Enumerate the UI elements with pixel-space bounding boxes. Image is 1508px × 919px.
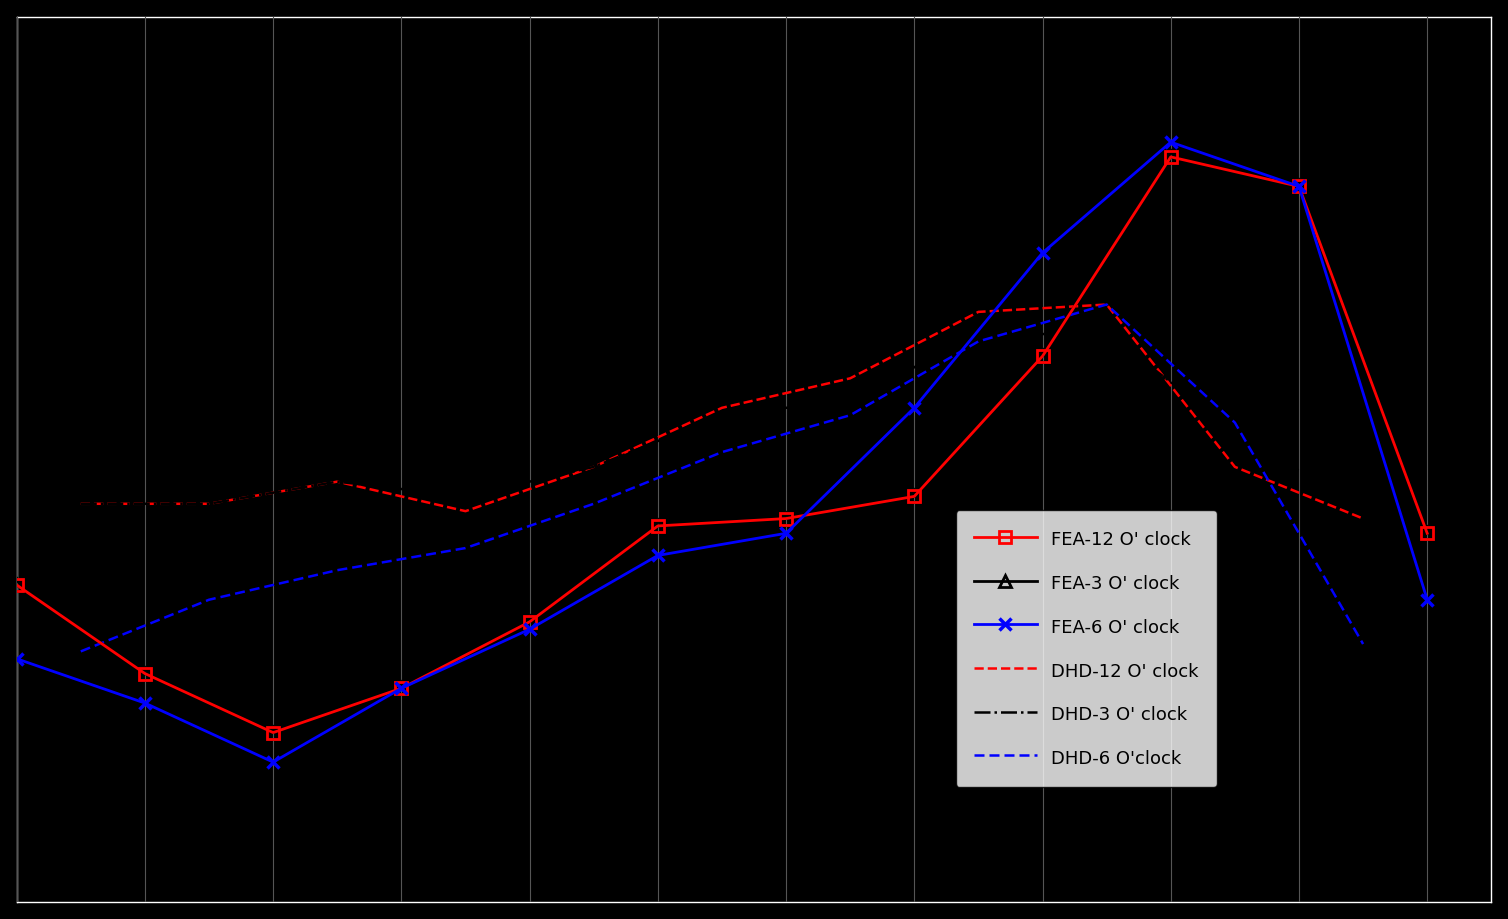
FEA-3 O' clock	[136, 668, 154, 679]
FEA-6 O' clock	[8, 653, 26, 664]
FEA-6 O' clock	[136, 698, 154, 709]
DHD-6 O'clock	[201, 595, 219, 606]
FEA-3 O' clock	[8, 580, 26, 591]
FEA-12 O' clock	[1289, 181, 1307, 192]
DHD-3 O' clock	[1354, 505, 1372, 516]
DHD-3 O' clock	[713, 410, 731, 421]
FEA-3 O' clock	[1418, 528, 1436, 539]
FEA-3 O' clock	[777, 513, 795, 524]
Line: DHD-6 O'clock: DHD-6 O'clock	[81, 304, 1363, 652]
Line: DHD-12 O' clock: DHD-12 O' clock	[81, 304, 1363, 518]
DHD-12 O' clock	[970, 306, 988, 317]
DHD-12 O' clock	[457, 505, 475, 516]
FEA-6 O' clock	[1418, 595, 1436, 606]
FEA-12 O' clock	[905, 491, 923, 502]
DHD-3 O' clock	[841, 395, 860, 406]
DHD-12 O' clock	[1098, 299, 1116, 310]
DHD-12 O' clock	[72, 498, 90, 509]
DHD-12 O' clock	[713, 403, 731, 414]
FEA-6 O' clock	[777, 528, 795, 539]
FEA-3 O' clock	[520, 617, 538, 628]
DHD-3 O' clock	[201, 498, 219, 509]
FEA-6 O' clock	[905, 403, 923, 414]
DHD-6 O'clock	[585, 498, 603, 509]
FEA-12 O' clock	[1418, 528, 1436, 539]
DHD-3 O' clock	[329, 476, 347, 487]
DHD-6 O'clock	[329, 564, 347, 575]
FEA-12 O' clock	[777, 513, 795, 524]
FEA-6 O' clock	[520, 624, 538, 635]
DHD-3 O' clock	[970, 328, 988, 339]
FEA-3 O' clock	[264, 727, 282, 738]
Line: DHD-3 O' clock: DHD-3 O' clock	[81, 334, 1363, 511]
DHD-6 O'clock	[713, 447, 731, 458]
FEA-6 O' clock	[264, 756, 282, 767]
Line: FEA-3 O' clock: FEA-3 O' clock	[11, 152, 1433, 738]
FEA-6 O' clock	[1033, 247, 1051, 258]
DHD-3 O' clock	[1098, 328, 1116, 339]
FEA-12 O' clock	[392, 683, 410, 694]
Line: FEA-6 O' clock: FEA-6 O' clock	[11, 136, 1434, 768]
FEA-12 O' clock	[520, 617, 538, 628]
FEA-6 O' clock	[648, 550, 667, 561]
FEA-3 O' clock	[1033, 351, 1051, 362]
FEA-12 O' clock	[1033, 351, 1051, 362]
Line: FEA-12 O' clock: FEA-12 O' clock	[11, 152, 1433, 738]
DHD-6 O'clock	[970, 336, 988, 347]
FEA-12 O' clock	[264, 727, 282, 738]
DHD-3 O' clock	[1226, 425, 1244, 436]
FEA-3 O' clock	[1289, 181, 1307, 192]
FEA-6 O' clock	[1289, 181, 1307, 192]
DHD-3 O' clock	[585, 461, 603, 472]
FEA-12 O' clock	[8, 580, 26, 591]
FEA-3 O' clock	[392, 683, 410, 694]
DHD-12 O' clock	[1354, 513, 1372, 524]
DHD-12 O' clock	[585, 461, 603, 472]
FEA-3 O' clock	[1161, 152, 1179, 163]
DHD-12 O' clock	[1226, 461, 1244, 472]
FEA-12 O' clock	[1161, 152, 1179, 163]
DHD-6 O'clock	[72, 646, 90, 657]
FEA-12 O' clock	[136, 668, 154, 679]
FEA-3 O' clock	[648, 520, 667, 531]
DHD-3 O' clock	[72, 498, 90, 509]
FEA-6 O' clock	[1161, 137, 1179, 148]
DHD-6 O'clock	[457, 542, 475, 553]
FEA-12 O' clock	[648, 520, 667, 531]
DHD-6 O'clock	[841, 410, 860, 421]
DHD-12 O' clock	[841, 373, 860, 384]
DHD-12 O' clock	[329, 476, 347, 487]
FEA-3 O' clock	[905, 491, 923, 502]
DHD-6 O'clock	[1226, 417, 1244, 428]
DHD-6 O'clock	[1354, 639, 1372, 650]
DHD-3 O' clock	[457, 491, 475, 502]
DHD-6 O'clock	[1098, 299, 1116, 310]
Legend: FEA-12 O' clock, FEA-3 O' clock, FEA-6 O' clock, DHD-12 O' clock, DHD-3 O' clock: FEA-12 O' clock, FEA-3 O' clock, FEA-6 O…	[956, 510, 1217, 787]
DHD-12 O' clock	[201, 498, 219, 509]
FEA-6 O' clock	[392, 683, 410, 694]
